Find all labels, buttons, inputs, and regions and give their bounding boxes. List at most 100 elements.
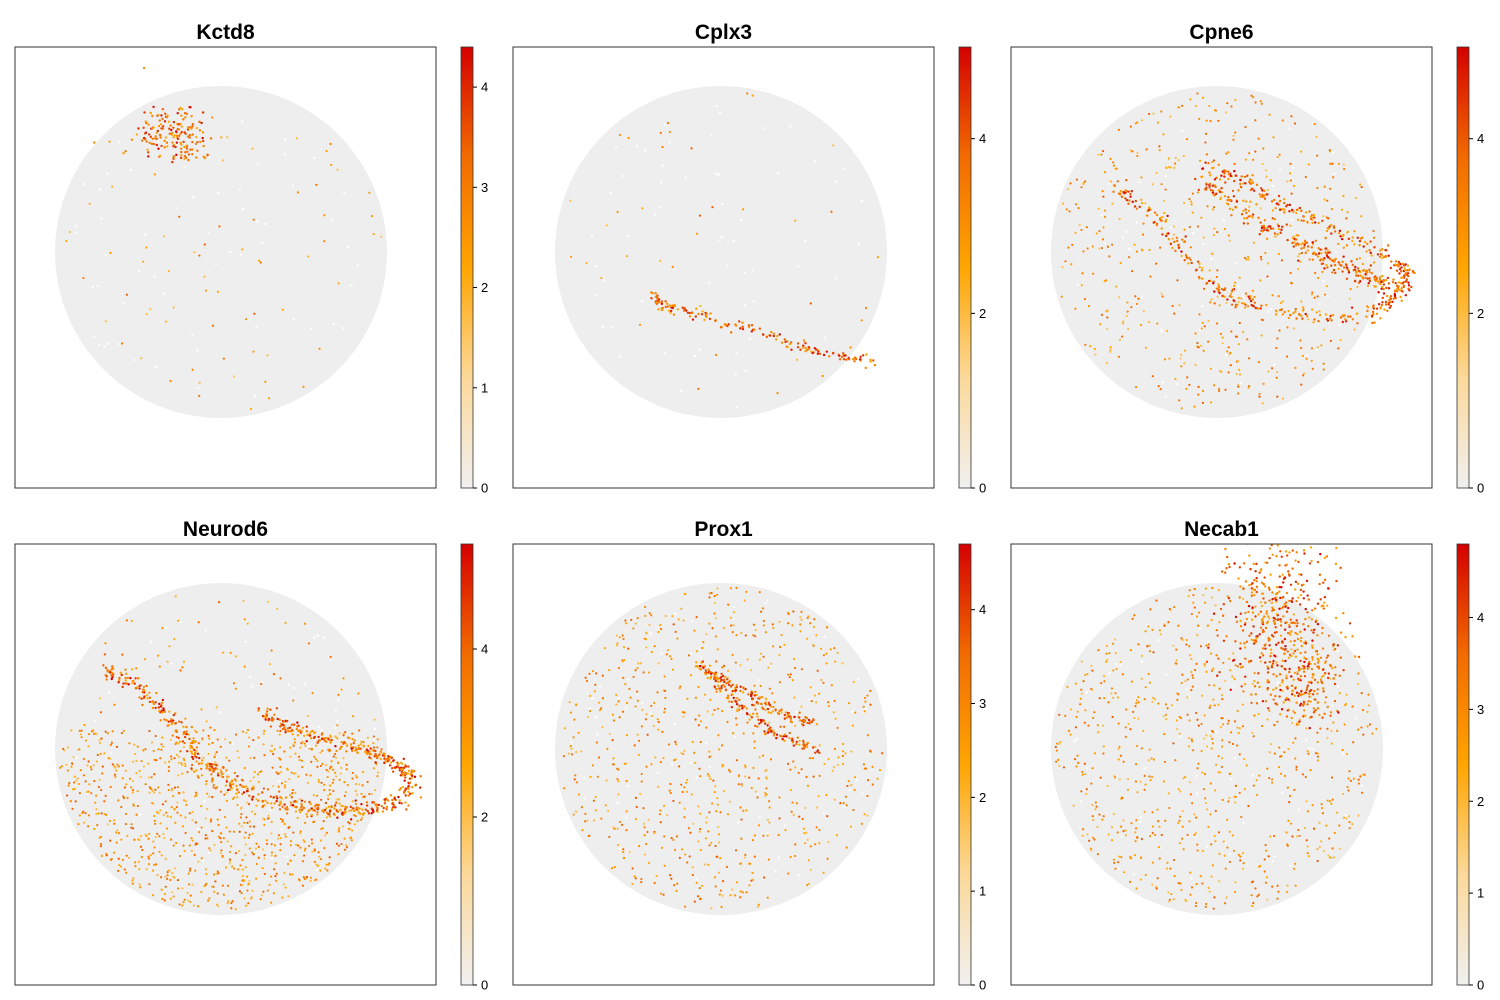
cell-point — [625, 254, 629, 258]
cell-point — [341, 811, 344, 814]
cell-point — [1240, 213, 1244, 216]
cell-point — [184, 116, 187, 119]
cell-point — [1281, 225, 1284, 229]
cell-point — [739, 896, 742, 899]
cell-point — [380, 748, 383, 751]
cell-point — [265, 710, 269, 713]
cell-point — [694, 761, 697, 764]
cell-point — [1272, 698, 1275, 701]
cell-point — [739, 806, 742, 809]
cell-point — [390, 766, 394, 770]
cell-point — [1106, 327, 1109, 331]
cell-point — [208, 847, 211, 850]
cell-point — [1181, 104, 1184, 107]
cell-point — [216, 818, 219, 821]
cell-point — [288, 873, 292, 876]
cell-point — [1371, 321, 1374, 325]
cell-point — [1281, 681, 1284, 684]
cell-point — [164, 857, 167, 860]
cell-point — [660, 300, 664, 303]
cell-point — [1208, 104, 1211, 108]
cell-point — [179, 106, 182, 110]
cell-point — [810, 720, 814, 724]
cell-point — [201, 131, 205, 134]
cell-point — [630, 618, 633, 622]
cell-point — [313, 755, 316, 758]
cell-point — [1116, 696, 1120, 699]
cell-point — [1082, 680, 1085, 683]
cell-point — [297, 729, 300, 732]
cell-point — [1240, 301, 1244, 305]
cell-point — [205, 720, 208, 723]
cell-point — [1372, 229, 1375, 233]
cell-point — [1290, 281, 1293, 284]
cell-point — [380, 235, 383, 238]
cell-point — [722, 789, 726, 793]
cell-point — [690, 793, 693, 796]
cell-point — [163, 120, 167, 123]
cell-point — [71, 762, 74, 765]
cell-point — [227, 775, 230, 778]
cell-point — [1356, 267, 1360, 270]
cell-point — [325, 831, 328, 834]
cell-point — [397, 795, 400, 799]
cell-point — [264, 799, 267, 803]
cell-point — [210, 767, 213, 770]
cell-point — [221, 855, 224, 858]
cell-point — [650, 650, 653, 654]
cell-point — [362, 741, 365, 744]
cell-point — [1194, 901, 1198, 905]
cell-point — [657, 662, 660, 665]
cell-point — [219, 832, 223, 835]
cell-point — [161, 803, 165, 806]
cell-point — [136, 790, 139, 793]
cell-point — [361, 784, 364, 787]
cell-point — [672, 623, 675, 626]
cell-point — [1292, 710, 1295, 713]
cell-point — [305, 812, 308, 816]
colorbar-tick-label: 2 — [481, 810, 488, 825]
cell-point — [1158, 145, 1161, 148]
cell-point — [1249, 214, 1252, 218]
cell-point — [135, 813, 138, 816]
cell-point — [231, 900, 234, 903]
cell-point — [697, 724, 700, 727]
cell-point — [1401, 262, 1404, 266]
cell-point — [1188, 589, 1191, 592]
cell-point — [235, 788, 239, 792]
cell-point — [729, 331, 733, 334]
cell-point — [1118, 745, 1121, 749]
cell-point — [154, 822, 157, 825]
cell-point — [313, 735, 316, 739]
cell-point — [664, 614, 667, 618]
cell-point — [407, 769, 411, 773]
cell-point — [657, 785, 660, 788]
cell-point — [592, 819, 596, 822]
cell-point — [1289, 822, 1293, 825]
cell-point — [338, 802, 341, 805]
cell-point — [832, 144, 835, 147]
cell-point — [1233, 299, 1236, 303]
cell-point — [309, 737, 313, 740]
cell-point — [284, 886, 287, 889]
cell-point — [168, 645, 171, 648]
cell-point — [1175, 236, 1179, 240]
cell-point — [653, 831, 656, 835]
cell-point — [1132, 710, 1135, 713]
cell-point — [1280, 228, 1283, 231]
cell-point — [621, 710, 625, 713]
cell-point — [299, 830, 302, 833]
cell-point — [1237, 853, 1240, 856]
cell-point — [143, 658, 147, 661]
cell-point — [310, 838, 313, 841]
cell-point — [113, 819, 116, 822]
cell-point — [319, 858, 322, 861]
cell-point — [337, 282, 340, 285]
cell-point — [622, 676, 625, 679]
cell-point — [121, 685, 124, 689]
cell-point — [318, 855, 321, 858]
cell-point — [1126, 788, 1130, 791]
cell-point — [1339, 316, 1343, 319]
cell-point — [131, 681, 134, 685]
cell-point — [352, 741, 355, 745]
